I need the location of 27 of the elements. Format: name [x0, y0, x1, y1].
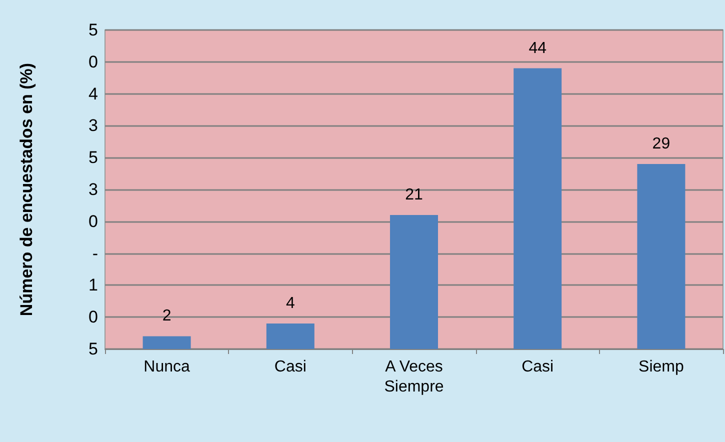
data-label: 44: [528, 40, 547, 57]
y-axis-title: Número de encuestados en (%): [17, 62, 36, 316]
x-tick-label: Siemp: [638, 358, 684, 376]
data-label: 4: [286, 294, 295, 312]
x-tick-label: A Veces Siempre: [384, 358, 444, 396]
bar: [390, 215, 438, 349]
text: 5: [88, 340, 98, 358]
bar: [637, 164, 686, 349]
text: 3: [88, 180, 98, 199]
x-tick-label: Casi: [274, 358, 306, 376]
text: 0: [88, 52, 98, 72]
text: 0: [88, 212, 98, 231]
text: 4: [88, 84, 98, 104]
bar: [266, 323, 314, 349]
data-label: 29: [652, 135, 670, 152]
text: 5: [88, 20, 98, 40]
text: 1: [88, 276, 98, 295]
text: 3: [88, 116, 98, 136]
x-tick-label: Nunca: [144, 358, 190, 376]
x-tick-label: Casi: [522, 358, 554, 376]
text: 0: [88, 308, 98, 327]
data-label: 2: [162, 308, 172, 325]
bar: [142, 336, 191, 349]
bar: [514, 68, 562, 349]
text: -: [92, 244, 98, 263]
data-label: 21: [405, 186, 423, 204]
text: 5: [88, 148, 98, 168]
